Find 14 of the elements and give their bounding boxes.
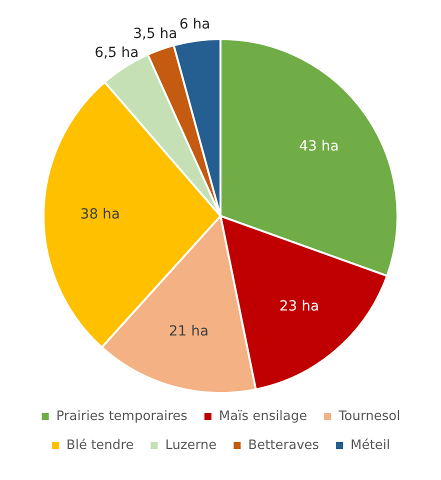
legend-label: Betteraves — [248, 438, 320, 453]
legend-label: Prairies temporaires — [56, 408, 188, 424]
legend-label: Tournesol — [338, 408, 400, 424]
data-label: 43 ha — [299, 138, 339, 154]
data-label: 23 ha — [279, 298, 320, 315]
data-label: 6 ha — [179, 16, 210, 32]
legend-label: Méteil — [350, 438, 390, 453]
legend-label: Blé tendre — [66, 438, 134, 453]
data-label: 21 ha — [168, 324, 209, 340]
data-label: 3,5 ha — [133, 26, 178, 42]
legend-label: Maïs ensilage — [218, 408, 308, 424]
legend-label: Luzerne — [165, 438, 217, 453]
data-label: 6,5 ha — [94, 44, 139, 61]
data-label: 38 ha — [80, 206, 120, 222]
